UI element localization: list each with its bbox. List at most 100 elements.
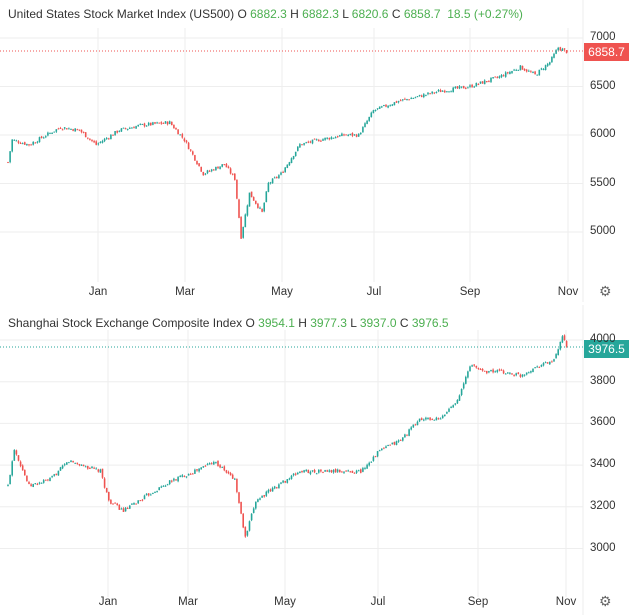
candle-body (357, 133, 360, 137)
x-tick-label: May (271, 286, 293, 298)
us500-chart-panel[interactable]: United States Stock Market Index (US500)… (0, 0, 629, 305)
candle-body (555, 354, 557, 359)
candle-body (282, 480, 284, 483)
candle-body (53, 474, 55, 476)
candle-body (467, 371, 469, 378)
candle-body (255, 200, 257, 204)
candle-body (481, 81, 484, 84)
candle-body (114, 502, 116, 504)
candle-body (135, 126, 137, 129)
candle-body (198, 468, 200, 472)
candle-body (521, 374, 524, 377)
candle-body (26, 475, 28, 481)
candle-body (355, 134, 358, 137)
candle-body (469, 85, 471, 87)
candle-body (57, 470, 60, 476)
candle-body (286, 164, 289, 168)
candle-body (437, 418, 440, 420)
candle-body (13, 139, 16, 141)
candle-body (324, 137, 326, 140)
candle-body (391, 104, 394, 106)
candle-body (72, 460, 74, 463)
candle-body (406, 99, 408, 101)
candle-body (9, 474, 11, 485)
shanghai-chart-panel[interactable]: Shanghai Stock Exchange Composite Index … (0, 305, 629, 615)
candle-body (269, 489, 272, 491)
candle-body (439, 418, 442, 420)
candle-body (555, 50, 557, 54)
candle-body (444, 90, 446, 93)
last-price-tag: 6858.7 (584, 43, 629, 61)
candle-body (40, 136, 43, 138)
candle-body (156, 490, 158, 492)
open-value: 3954.1 (258, 316, 295, 330)
candle-body (263, 494, 265, 497)
candle-body (345, 470, 347, 472)
candle-body (269, 182, 272, 184)
candle-body (181, 134, 184, 138)
candle-body (492, 369, 494, 373)
candle-body (120, 508, 123, 510)
candle-body (538, 366, 541, 368)
candle-body (110, 134, 112, 140)
candle-body (399, 439, 402, 441)
candle-body (542, 363, 545, 366)
candle-body (492, 77, 494, 79)
candle-body (412, 97, 415, 99)
candle-body (189, 473, 192, 475)
candle-body (225, 163, 228, 168)
candle-body (330, 137, 333, 140)
candle-body (66, 462, 68, 465)
candle-body (507, 72, 509, 74)
candle-body (301, 144, 303, 146)
candle-body (192, 151, 194, 155)
candle-body (271, 487, 274, 492)
candle-body (103, 138, 106, 142)
x-tick-label: Jan (98, 596, 118, 608)
y-tick-label: 3800 (590, 374, 616, 387)
candle-body (59, 127, 62, 129)
candle-body (355, 470, 358, 473)
candle-body (519, 65, 522, 71)
candle-body (318, 139, 320, 142)
candle-body (15, 140, 18, 142)
candle-body (513, 375, 515, 377)
candle-body (397, 101, 400, 103)
candle-body (360, 132, 362, 135)
candle-body (536, 74, 538, 76)
us500-plot[interactable] (0, 0, 629, 305)
candle-body (99, 141, 102, 143)
candle-body (376, 108, 379, 110)
shanghai-plot[interactable] (0, 305, 629, 615)
candle-body (87, 466, 89, 469)
candle-body (173, 124, 175, 129)
candle-body (223, 164, 226, 166)
candle-body (30, 484, 32, 486)
candle-body (250, 513, 253, 521)
candle-body (441, 415, 444, 419)
candle-body (454, 403, 457, 405)
candle-body (544, 65, 547, 71)
candle-body (36, 483, 39, 485)
candle-body (500, 369, 503, 371)
settings-gear-icon[interactable]: ⚙ (599, 593, 612, 609)
candle-body (208, 170, 211, 172)
candle-body (175, 479, 177, 481)
candle-body (530, 71, 532, 73)
candle-body (393, 102, 396, 106)
candle-body (469, 366, 471, 372)
candle-body (19, 143, 22, 145)
candle-body (284, 167, 286, 173)
candle-body (509, 71, 511, 75)
candle-body (494, 371, 496, 373)
candle-body (364, 123, 366, 128)
candle-body (288, 162, 291, 166)
candle-body (143, 123, 146, 127)
candle-body (309, 471, 312, 475)
candle-body (343, 134, 345, 136)
candle-body (498, 369, 501, 371)
candle-body (402, 437, 404, 441)
candle-body (290, 475, 293, 479)
settings-gear-icon[interactable]: ⚙ (599, 283, 612, 299)
